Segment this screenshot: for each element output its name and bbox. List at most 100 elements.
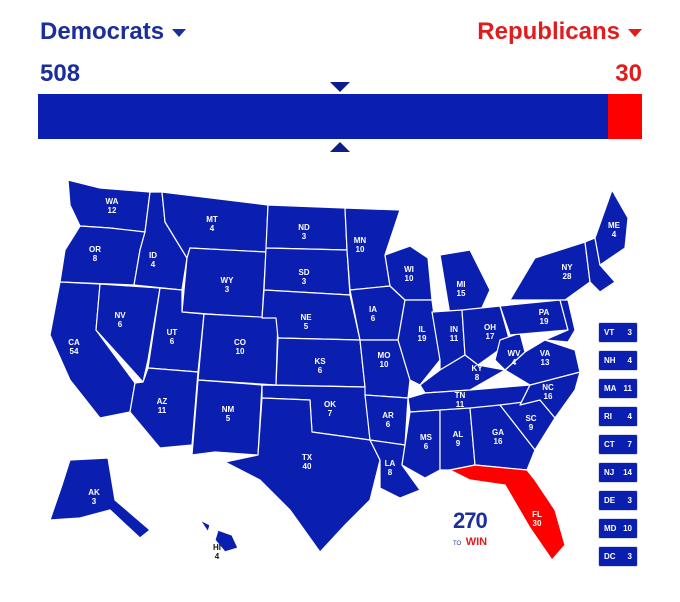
state-mi[interactable] xyxy=(439,249,491,316)
state-abbr-or: OR xyxy=(89,245,101,254)
small-state-md[interactable]: MD 10 xyxy=(598,518,638,539)
state-abbr-la: LA xyxy=(385,459,396,468)
state-abbr-ks: KS xyxy=(314,357,326,366)
state-abbr-pa: PA xyxy=(539,308,550,317)
logo-number: 270 xyxy=(453,508,488,533)
state-abbr-ca: CA xyxy=(68,338,80,347)
state-ev-fl: 30 xyxy=(533,519,542,528)
state-ms[interactable] xyxy=(401,409,441,479)
small-states-panel: VT 3 NH 4 MA 11 RI 4 CT 7 NJ 14 DE 3 MD 10 DC 3 xyxy=(598,322,640,574)
state-abbr-ar: AR xyxy=(382,411,394,420)
state-abbr-mo: MO xyxy=(378,351,391,360)
state-ev-ny: 28 xyxy=(563,272,572,281)
state-abbr-co: CO xyxy=(234,338,246,347)
small-state-abbr: RI xyxy=(604,412,612,421)
small-state-abbr: NH xyxy=(604,356,616,365)
state-ev-id: 4 xyxy=(151,260,156,269)
small-state-abbr: MD xyxy=(604,524,617,533)
small-state-ev: 3 xyxy=(627,552,632,561)
state-ev-ne: 5 xyxy=(304,322,309,331)
state-ev-sd: 3 xyxy=(302,277,307,286)
state-ev-tn: 11 xyxy=(456,400,465,409)
majority-marker-bottom-icon xyxy=(330,142,350,152)
state-ev-la: 8 xyxy=(388,468,393,477)
small-state-abbr: VT xyxy=(604,328,615,337)
small-state-ev: 3 xyxy=(627,496,632,505)
state-or[interactable] xyxy=(59,225,146,286)
small-state-ev: 11 xyxy=(623,384,632,393)
small-state-ev: 7 xyxy=(627,440,632,449)
state-ev-wy: 3 xyxy=(225,285,230,294)
small-state-dc[interactable]: DC 3 xyxy=(598,546,638,567)
small-state-nj[interactable]: NJ 14 xyxy=(598,462,638,483)
state-abbr-mt: MT xyxy=(206,215,218,224)
state-abbr-sc: SC xyxy=(525,414,536,423)
small-state-abbr: DE xyxy=(604,496,616,505)
state-fl[interactable] xyxy=(448,464,566,561)
state-abbr-az: AZ xyxy=(157,397,168,406)
state-tx[interactable] xyxy=(224,397,381,553)
state-abbr-nd: ND xyxy=(298,223,310,232)
logo-win: WIN xyxy=(465,536,488,548)
state-ev-wa: 12 xyxy=(108,206,117,215)
state-ny[interactable] xyxy=(509,241,591,301)
state-abbr-nc: NC xyxy=(542,383,554,392)
state-abbr-nv: NV xyxy=(114,311,126,320)
state-ev-ia: 6 xyxy=(371,314,376,323)
small-state-vt[interactable]: VT 3 xyxy=(598,322,638,343)
state-abbr-nm: NM xyxy=(222,405,235,414)
state-abbr-tx: TX xyxy=(302,453,313,462)
state-ev-ut: 6 xyxy=(170,337,175,346)
state-abbr-al: AL xyxy=(453,430,464,439)
democrats-dropdown[interactable]: Democrats xyxy=(40,18,187,46)
small-state-abbr: DC xyxy=(604,552,616,561)
small-state-ev: 4 xyxy=(627,356,632,365)
state-ev-tx: 40 xyxy=(303,462,312,471)
state-ev-in: 11 xyxy=(450,334,459,343)
small-state-ma[interactable]: MA 11 xyxy=(598,378,638,399)
state-ev-va: 13 xyxy=(541,358,550,367)
state-ev-pa: 19 xyxy=(540,317,549,326)
state-ev-nc: 16 xyxy=(544,392,553,401)
small-state-ct[interactable]: CT 7 xyxy=(598,434,638,455)
small-state-ri[interactable]: RI 4 xyxy=(598,406,638,427)
small-state-de[interactable]: DE 3 xyxy=(598,490,638,511)
state-nm[interactable] xyxy=(191,379,263,456)
electoral-map: WA12OR8CA54NV6ID4MT4WY3UT6AZ11CO10NM5ND3… xyxy=(49,179,629,561)
state-ev-il: 19 xyxy=(418,334,427,343)
republicans-dropdown[interactable]: Republicans xyxy=(477,18,642,46)
state-abbr-fl: FL xyxy=(532,510,542,519)
state-ev-ok: 7 xyxy=(328,409,333,418)
state-ia[interactable] xyxy=(349,285,406,341)
state-abbr-ne: NE xyxy=(300,313,312,322)
state-ev-ca: 54 xyxy=(70,347,79,356)
state-hi[interactable] xyxy=(199,519,239,553)
state-abbr-hi: HI xyxy=(213,543,221,552)
state-nj-de-md[interactable] xyxy=(544,299,576,343)
state-ak[interactable] xyxy=(49,457,151,539)
democrat-bar-segment xyxy=(38,94,609,139)
state-ev-mi: 15 xyxy=(457,289,466,298)
state-ev-sc: 9 xyxy=(529,423,534,432)
state-nv[interactable] xyxy=(95,283,161,383)
state-abbr-ok: OK xyxy=(324,400,336,409)
270towin-logo: 270 TO WIN xyxy=(453,510,501,550)
state-ev-oh: 17 xyxy=(486,332,495,341)
state-abbr-va: VA xyxy=(540,349,551,358)
state-pa[interactable] xyxy=(499,299,569,336)
state-az[interactable] xyxy=(129,367,199,449)
state-ev-ar: 6 xyxy=(386,420,391,429)
state-abbr-il: IL xyxy=(418,325,425,334)
republican-bar-segment xyxy=(608,94,642,139)
state-me[interactable] xyxy=(594,189,629,266)
state-ev-mt: 4 xyxy=(210,224,215,233)
small-state-nh[interactable]: NH 4 xyxy=(598,350,638,371)
state-abbr-ut: UT xyxy=(167,328,178,337)
small-state-abbr: NJ xyxy=(604,468,615,477)
electoral-vote-bar xyxy=(38,94,642,139)
chevron-down-icon xyxy=(172,29,187,37)
state-ga[interactable] xyxy=(469,404,536,471)
state-ev-hi: 4 xyxy=(215,552,220,561)
state-ev-nd: 3 xyxy=(302,232,307,241)
state-abbr-mi: MI xyxy=(457,280,466,289)
